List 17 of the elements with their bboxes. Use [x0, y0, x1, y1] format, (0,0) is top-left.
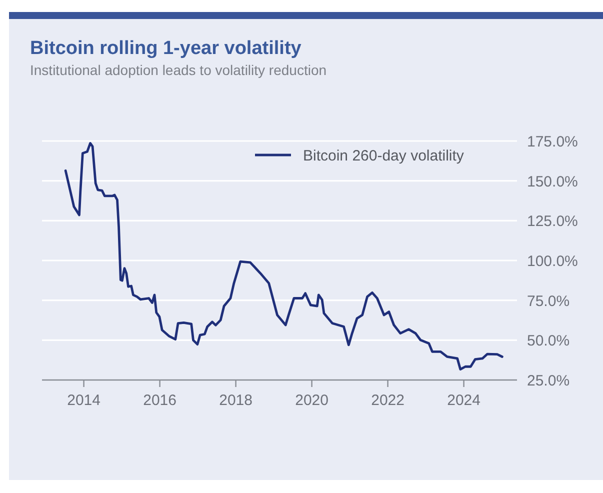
x-tick-label: 2020	[295, 392, 328, 409]
x-tick-label: 2024	[447, 392, 480, 409]
chart-title: Bitcoin rolling 1-year volatility	[30, 38, 302, 59]
y-tick-label: 150.0%	[527, 173, 578, 190]
chart-subtitle: Institutional adoption leads to volatility reduction	[30, 62, 327, 78]
y-tick-label: 125.0%	[527, 213, 578, 230]
legend-label: Bitcoin 260-day volatility	[303, 148, 464, 164]
x-tick-label: 2014	[67, 392, 100, 409]
line-series	[64, 142, 504, 371]
x-tick-label: 2022	[371, 392, 404, 409]
y-tick-label: 50.0%	[527, 332, 570, 350]
y-tick-label: 25.0%	[527, 372, 570, 390]
x-tick-label: 2016	[143, 392, 176, 409]
x-tick-label: 2018	[219, 392, 252, 409]
y-tick-label: 175.0%	[527, 134, 578, 150]
y-tick-label: 100.0%	[527, 253, 578, 270]
y-tick-label: 75.0%	[527, 292, 570, 310]
